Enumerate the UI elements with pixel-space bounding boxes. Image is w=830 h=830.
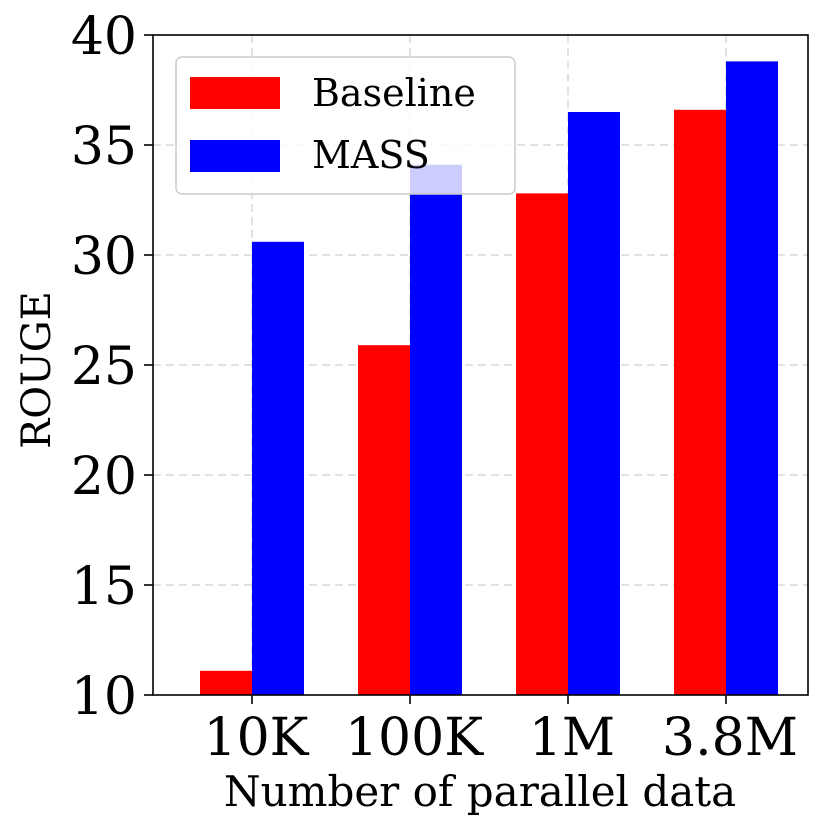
- y-axis-ticks: 10 15 20 25 30 35 40: [71, 7, 153, 727]
- bar-baseline-100k: [358, 345, 410, 695]
- legend-label-baseline: Baseline: [312, 71, 476, 115]
- y-tick-label: 20: [71, 447, 137, 507]
- bar-baseline-10k: [200, 670, 252, 695]
- y-tick-label: 30: [71, 227, 137, 287]
- bar-mass-1m: [568, 112, 620, 695]
- legend-swatch-mass: [190, 140, 280, 172]
- x-tick-label: 100K: [345, 708, 484, 768]
- bar-mass-100k: [410, 164, 462, 696]
- legend-swatch-baseline: [190, 77, 280, 109]
- x-tick-label: 1M: [529, 708, 615, 768]
- y-tick-label: 40: [71, 7, 137, 67]
- x-tick-label: 10K: [203, 708, 309, 768]
- y-tick-label: 15: [71, 557, 137, 617]
- bar-baseline-3-8m: [674, 109, 726, 696]
- bar-mass-3-8m: [726, 61, 778, 695]
- x-tick-label: 3.8M: [662, 708, 798, 768]
- bar-baseline-1m: [516, 193, 568, 695]
- x-axis-label: Number of parallel data: [224, 767, 736, 816]
- y-tick-label: 10: [71, 667, 137, 727]
- legend: Baseline MASS: [175, 56, 516, 195]
- y-tick-label: 35: [71, 117, 137, 177]
- y-axis-label: ROUGE: [14, 291, 60, 449]
- y-tick-label: 25: [71, 337, 137, 397]
- legend-label-mass: MASS: [312, 133, 430, 177]
- bars: [200, 61, 778, 696]
- x-axis-ticks: 10K 100K 1M 3.8M: [203, 695, 798, 768]
- bar-mass-10k: [252, 241, 304, 696]
